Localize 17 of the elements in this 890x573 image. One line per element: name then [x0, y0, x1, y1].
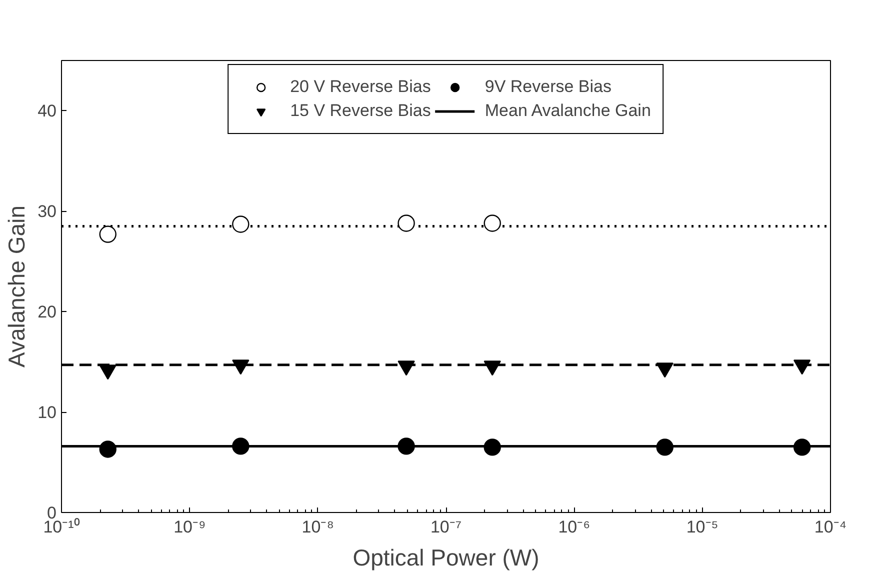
- x-tick-label: 10⁻⁸: [302, 518, 334, 536]
- legend-label: 15 V Reverse Bias: [290, 101, 431, 121]
- legend-label: 9V Reverse Bias: [484, 77, 612, 97]
- x-tick-label: 10⁻⁷: [430, 518, 462, 536]
- y-tick-label: 30: [38, 202, 57, 222]
- x-tick-label: 10⁻⁴: [814, 518, 847, 536]
- y-axis-title: Avalanche Gain: [4, 206, 30, 368]
- legend-label: Mean Avalanche Gain: [484, 101, 651, 121]
- y-tick-label: 10: [38, 403, 57, 422]
- legend-label: 20 V Reverse Bias: [290, 77, 431, 97]
- x-axis-title: Optical Power (W): [352, 544, 540, 570]
- y-tick-label: 20: [38, 302, 57, 322]
- x-tick-label: 10⁻¹⁰: [43, 518, 80, 536]
- y-tick-label: 40: [38, 102, 57, 121]
- x-tick-label: 10⁻⁵: [686, 518, 718, 536]
- x-tick-label: 10⁻⁶: [558, 518, 590, 536]
- x-tick-label: 10⁻⁹: [174, 518, 206, 536]
